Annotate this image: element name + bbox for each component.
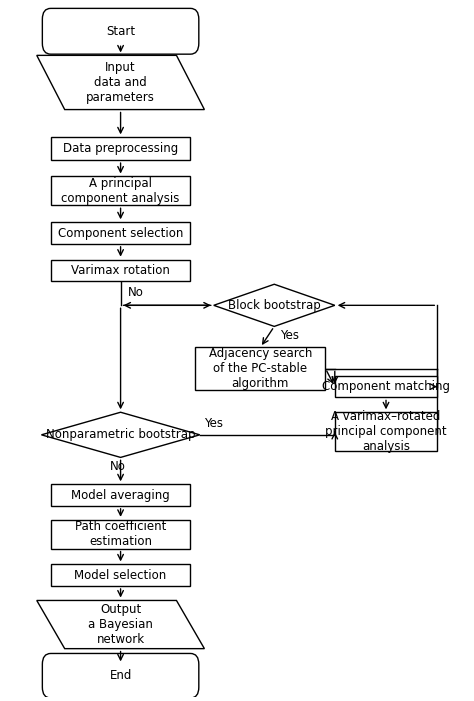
- Text: Model selection: Model selection: [74, 569, 167, 582]
- Bar: [51, 564, 191, 586]
- Text: Path coefficient
estimation: Path coefficient estimation: [75, 520, 166, 548]
- Polygon shape: [37, 601, 204, 648]
- Bar: [51, 222, 191, 244]
- Polygon shape: [37, 55, 204, 109]
- Text: Data preprocessing: Data preprocessing: [63, 142, 178, 155]
- Text: A varimax–rotated
principal component
analysis: A varimax–rotated principal component an…: [325, 410, 447, 454]
- Text: A principal
component analysis: A principal component analysis: [62, 177, 180, 205]
- Text: Yes: Yes: [204, 417, 223, 430]
- FancyBboxPatch shape: [42, 8, 199, 54]
- Text: Start: Start: [106, 25, 135, 38]
- Text: Output
a Bayesian
network: Output a Bayesian network: [88, 603, 153, 646]
- Text: Varimax rotation: Varimax rotation: [71, 264, 170, 277]
- Bar: [335, 376, 437, 397]
- Text: Component selection: Component selection: [58, 226, 183, 240]
- Text: No: No: [128, 286, 144, 299]
- Bar: [51, 519, 191, 549]
- Polygon shape: [41, 412, 200, 458]
- Text: Model averaging: Model averaging: [71, 489, 170, 501]
- Polygon shape: [214, 284, 335, 327]
- Text: Yes: Yes: [280, 329, 299, 342]
- Bar: [51, 484, 191, 506]
- Bar: [51, 259, 191, 281]
- Text: Nonparametric bootstrap: Nonparametric bootstrap: [46, 428, 195, 442]
- Text: Input
data and
parameters: Input data and parameters: [86, 61, 155, 104]
- Text: End: End: [109, 669, 132, 682]
- Bar: [195, 348, 326, 390]
- FancyBboxPatch shape: [42, 653, 199, 698]
- Text: Component matching: Component matching: [322, 380, 450, 393]
- Text: No: No: [110, 461, 126, 473]
- Bar: [51, 137, 191, 160]
- Bar: [51, 177, 191, 205]
- Text: Block bootstrap: Block bootstrap: [228, 299, 320, 312]
- Bar: [335, 412, 437, 451]
- Text: Adjacency search
of the PC-stable
algorithm: Adjacency search of the PC-stable algori…: [209, 347, 312, 390]
